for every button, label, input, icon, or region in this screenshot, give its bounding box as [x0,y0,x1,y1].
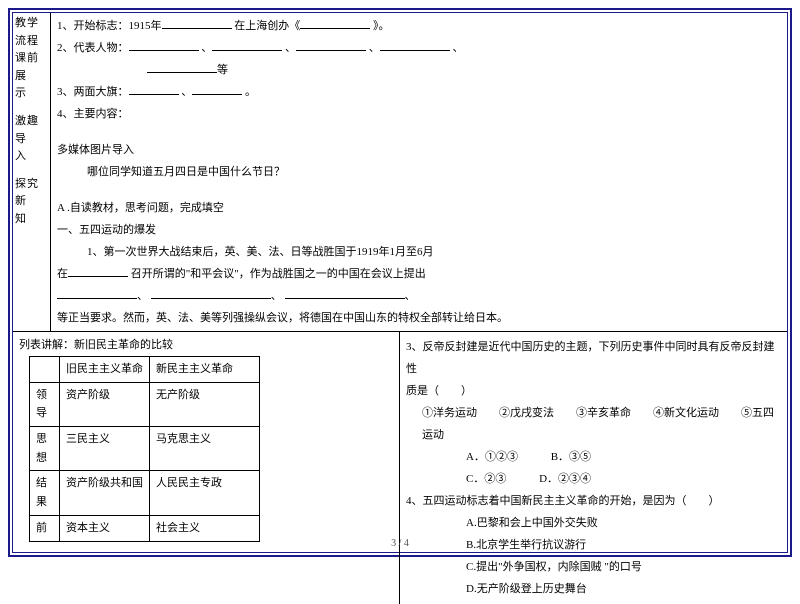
label-teaching-flow: 教学流程课前展 示 [15,15,48,103]
line2a: 2、代表人物： [57,42,129,54]
row-labels: 教学流程课前展 示 激趣导 入 探究新 知 [13,13,51,331]
heading-wusi: 一、五四运动的爆发 [57,224,156,236]
q4: 4、五四运动标志着中国新民主主义革命的开始，是因为（ ） [406,490,781,512]
blank [380,39,450,51]
table-row: 领导 资产阶级 无产阶级 [30,382,260,426]
line3a: 3、两面大旗： [57,86,129,98]
question-holiday: 哪位同学知道五月四日是中国什么节日？ [87,166,285,178]
top-section: 教学流程课前展 示 激趣导 入 探究新 知 1、开始标志：1915年 在上海创办… [13,13,787,332]
comparison-panel: 列表讲解：新旧民主革命的比较 旧民主主义革命 新民主主义革命 领导 资产阶级 无… [13,332,400,604]
blank [129,39,199,51]
page-number: 3 / 4 [0,538,800,549]
bottom-section: 列表讲解：新旧民主革命的比较 旧民主主义革命 新民主主义革命 领导 资产阶级 无… [13,332,787,604]
q3-opt-a: A．①②③ [466,446,518,468]
q3-line1: 3、反帝反封建是近代中国历史的主题，下列历史事件中同时具有反帝反封建性 [406,336,781,380]
q4-opt-d: D.无产阶级登上历史舞台 [406,578,781,600]
q3-options: ①洋务运动 ②戊戌变法 ③辛亥革命 ④新文化运动 ⑤五四运动 [406,402,781,446]
line1c: 》。 [373,20,390,32]
comparison-table: 旧民主主义革命 新民主主义革命 领导 资产阶级 无产阶级 思想 三民主义 马克思… [29,356,260,542]
line4: 4、主要内容： [57,108,129,120]
section-a: A .自读教材，思考问题，完成填空 [57,202,224,214]
line1a: 1、开始标志：1915年 [57,20,162,32]
q4-opt-a: A.巴黎和会上中国外交失败 [406,512,781,534]
main-text: 1、开始标志：1915年 在上海创办《 》。 2、代表人物： 、 、 、 、 等… [51,13,787,331]
table-row: 思想 三民主义 马克思主义 [30,427,260,471]
media-intro: 多媒体图片导入 [57,144,134,156]
questions-panel: 3、反帝反封建是近代中国历史的主题，下列历史事件中同时具有反帝反封建性 质是（ … [400,332,787,604]
label-intro: 激趣导 入 [15,113,48,166]
q3-opt-d: D．②③④ [539,468,591,490]
blank [300,17,370,29]
blank [296,39,366,51]
page-content: 教学流程课前展 示 激趣导 入 探究新 知 1、开始标志：1915年 在上海创办… [13,13,787,552]
q3-opt-b: B．③⑤ [551,446,591,468]
comparison-title: 列表讲解：新旧民主革命的比较 [19,336,393,352]
q3-line2: 质是（ ） [406,380,781,402]
blank [162,17,232,29]
blank [147,61,217,73]
q3-opt-c: C．②③ [466,468,506,490]
q4-opt-c: C.提出"外争国权，内除国贼 "的口号 [406,556,781,578]
table-row: 结果 资产阶级共和国 人民民主专政 [30,471,260,515]
blank [212,39,282,51]
table-row: 旧民主主义革命 新民主主义革命 [30,357,260,383]
line1b: 在上海创办《 [234,20,300,32]
label-explore: 探究新 知 [15,176,48,229]
